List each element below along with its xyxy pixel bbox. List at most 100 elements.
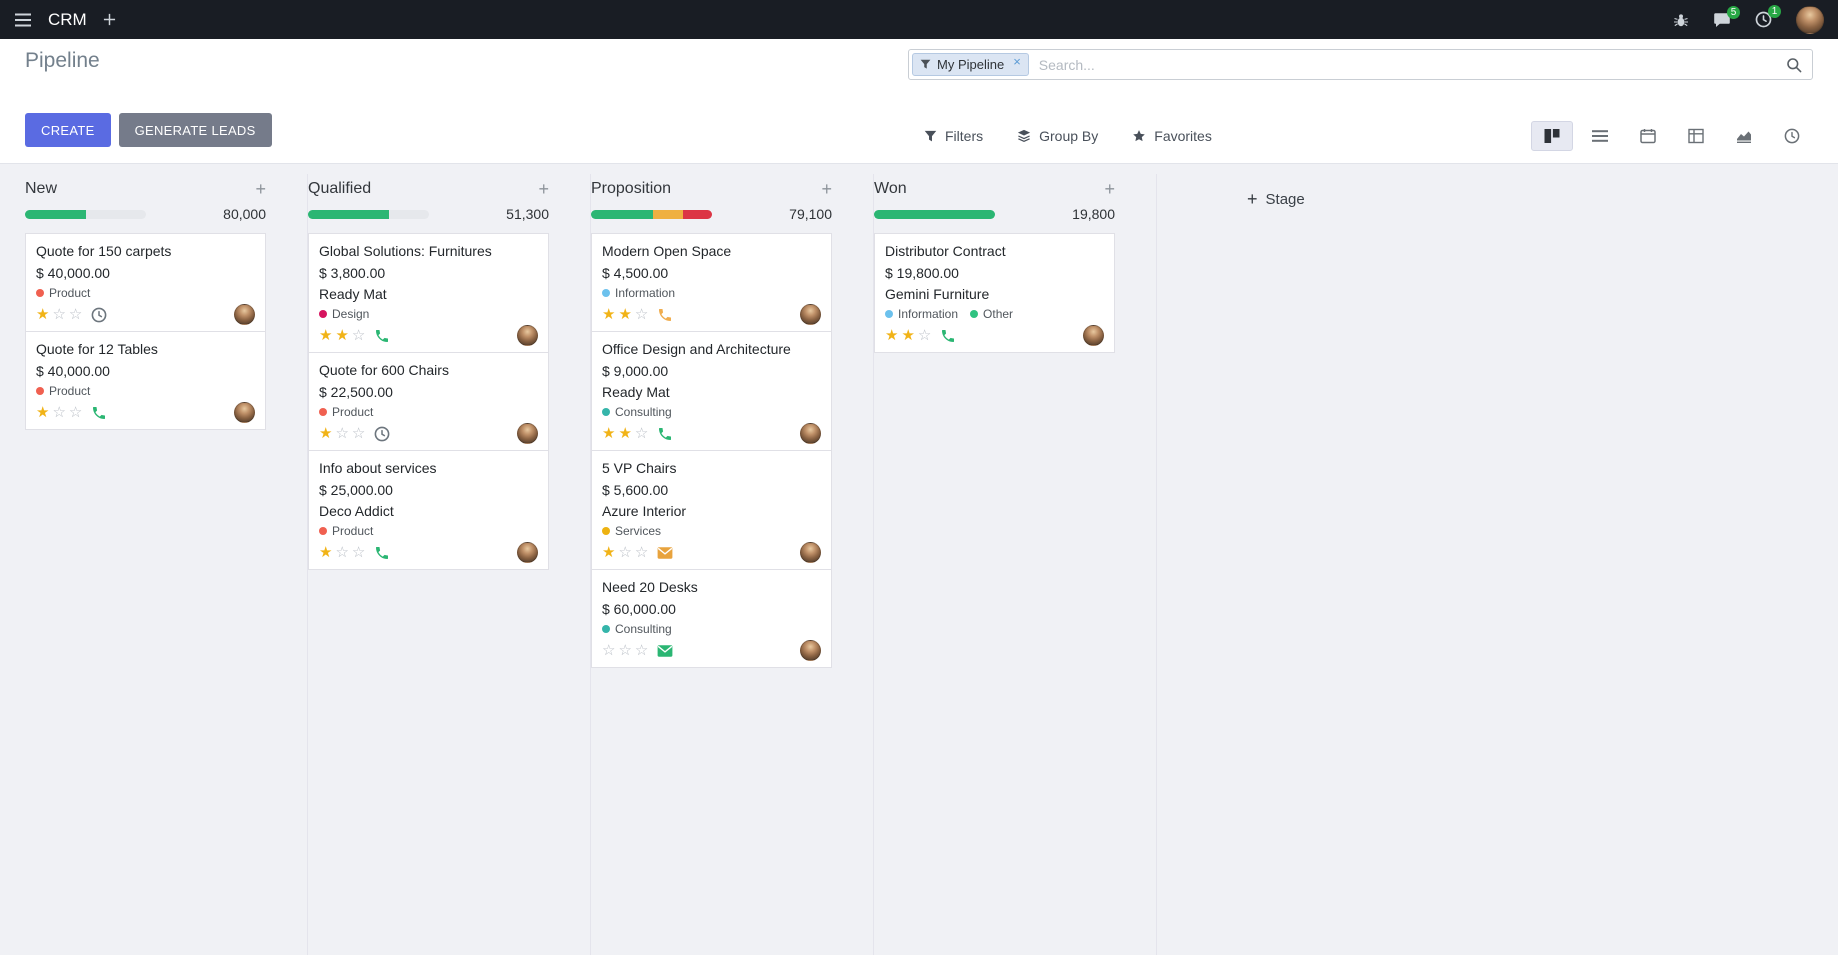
view-switcher bbox=[1531, 121, 1813, 151]
star-icon[interactable]: ★ bbox=[602, 425, 616, 442]
kanban-card[interactable]: Distributor Contract $ 19,800.00 Gemini … bbox=[874, 233, 1115, 353]
favorites-button[interactable]: Favorites bbox=[1132, 128, 1212, 144]
app-name[interactable]: CRM bbox=[48, 9, 87, 29]
search-facet[interactable]: My Pipeline bbox=[912, 53, 1029, 76]
priority-stars[interactable]: ★ ★ ☆ bbox=[602, 426, 648, 441]
star-icon[interactable]: ☆ bbox=[68, 306, 83, 323]
star-icon[interactable]: ☆ bbox=[351, 327, 366, 344]
star-icon[interactable]: ☆ bbox=[335, 425, 349, 442]
star-icon[interactable]: ★ bbox=[36, 306, 50, 323]
star-icon[interactable]: ★ bbox=[901, 327, 915, 344]
column-progressbar[interactable] bbox=[591, 209, 712, 219]
envelope-icon[interactable] bbox=[657, 643, 673, 659]
star-icon[interactable]: ★ bbox=[319, 544, 333, 561]
star-icon[interactable]: ★ bbox=[618, 306, 632, 323]
pivot-view-button[interactable] bbox=[1675, 121, 1717, 151]
clock-icon[interactable] bbox=[374, 426, 390, 442]
star-icon[interactable]: ☆ bbox=[68, 404, 83, 421]
kanban-card[interactable]: Need 20 Desks $ 60,000.00 Consulting ☆ ☆ ☆ bbox=[591, 569, 832, 668]
star-icon[interactable]: ☆ bbox=[634, 642, 649, 659]
salesperson-avatar bbox=[800, 423, 821, 444]
kanban-view-button[interactable] bbox=[1531, 121, 1573, 151]
search-input[interactable] bbox=[1028, 56, 1786, 73]
star-icon[interactable]: ☆ bbox=[52, 306, 66, 323]
activities-icon[interactable]: 1 bbox=[1755, 5, 1781, 28]
graph-view-button[interactable] bbox=[1723, 121, 1765, 151]
priority-stars[interactable]: ★ ☆ ☆ bbox=[36, 307, 82, 322]
kanban-card[interactable]: Office Design and Architecture $ 9,000.0… bbox=[591, 331, 832, 451]
search-icon[interactable] bbox=[1786, 57, 1802, 73]
bug-icon[interactable] bbox=[1673, 12, 1689, 28]
create-button[interactable]: CREATE bbox=[25, 113, 111, 147]
activity-view-button[interactable] bbox=[1771, 121, 1813, 151]
user-avatar[interactable] bbox=[1796, 5, 1824, 34]
group-by-button[interactable]: Group By bbox=[1017, 128, 1098, 144]
column-progressbar[interactable] bbox=[874, 209, 995, 219]
quick-create-icon[interactable] bbox=[538, 180, 549, 198]
priority-stars[interactable]: ★ ☆ ☆ bbox=[319, 426, 365, 441]
column-progressbar[interactable] bbox=[25, 209, 146, 219]
quick-create-icon[interactable] bbox=[255, 180, 266, 198]
column-progressbar[interactable] bbox=[308, 209, 429, 219]
facet-remove-icon[interactable] bbox=[1013, 54, 1021, 69]
priority-stars[interactable]: ★ ☆ ☆ bbox=[36, 405, 82, 420]
phone-icon[interactable] bbox=[940, 328, 956, 344]
search-bar[interactable]: My Pipeline bbox=[908, 49, 1813, 80]
messages-icon[interactable]: 5 bbox=[1713, 5, 1740, 28]
priority-stars[interactable]: ☆ ☆ ☆ bbox=[602, 643, 648, 658]
tag-label: Other bbox=[983, 307, 1014, 321]
generate-leads-button[interactable]: GENERATE LEADS bbox=[118, 113, 272, 147]
star-icon[interactable]: ☆ bbox=[52, 404, 66, 421]
kanban-card[interactable]: Quote for 12 Tables $ 40,000.00 Product … bbox=[25, 331, 266, 430]
tag: Information bbox=[885, 307, 958, 321]
star-icon[interactable]: ★ bbox=[885, 327, 899, 344]
kanban-card[interactable]: Quote for 600 Chairs $ 22,500.00 Product… bbox=[308, 352, 549, 451]
list-view-button[interactable] bbox=[1579, 121, 1621, 151]
menu-icon[interactable] bbox=[14, 13, 32, 27]
tag-label: Services bbox=[615, 524, 662, 538]
star-icon[interactable]: ☆ bbox=[351, 425, 366, 442]
star-icon[interactable]: ☆ bbox=[602, 642, 616, 659]
tag-dot bbox=[602, 408, 610, 416]
plus-icon[interactable] bbox=[103, 13, 116, 26]
phone-icon[interactable] bbox=[374, 328, 390, 344]
star-icon[interactable]: ☆ bbox=[618, 544, 632, 561]
priority-stars[interactable]: ★ ★ ☆ bbox=[602, 307, 648, 322]
priority-stars[interactable]: ★ ★ ☆ bbox=[319, 328, 365, 343]
priority-stars[interactable]: ★ ★ ☆ bbox=[885, 328, 931, 343]
phone-icon[interactable] bbox=[91, 405, 107, 421]
card-partner: Ready Mat bbox=[319, 286, 387, 302]
star-icon[interactable]: ★ bbox=[618, 425, 632, 442]
priority-stars[interactable]: ★ ☆ ☆ bbox=[602, 545, 648, 560]
star-icon[interactable]: ★ bbox=[602, 544, 616, 561]
quick-create-icon[interactable] bbox=[1104, 180, 1115, 198]
clock-icon[interactable] bbox=[91, 307, 107, 323]
filters-button[interactable]: Filters bbox=[924, 128, 983, 144]
star-icon[interactable]: ☆ bbox=[351, 544, 366, 561]
kanban-card[interactable]: Quote for 150 carpets $ 40,000.00 Produc… bbox=[25, 233, 266, 332]
kanban-card[interactable]: Global Solutions: Furnitures $ 3,800.00 … bbox=[308, 233, 549, 353]
star-icon[interactable]: ☆ bbox=[634, 544, 649, 561]
phone-icon[interactable] bbox=[657, 426, 673, 442]
star-icon[interactable]: ☆ bbox=[917, 327, 932, 344]
star-icon[interactable]: ★ bbox=[319, 327, 333, 344]
calendar-view-button[interactable] bbox=[1627, 121, 1669, 151]
phone-icon[interactable] bbox=[374, 545, 390, 561]
star-icon[interactable]: ☆ bbox=[634, 306, 649, 323]
kanban-card[interactable]: Modern Open Space $ 4,500.00 Information… bbox=[591, 233, 832, 332]
kanban-card[interactable]: 5 VP Chairs $ 5,600.00 Azure Interior Se… bbox=[591, 450, 832, 570]
envelope-icon[interactable] bbox=[657, 545, 673, 561]
phone-icon[interactable] bbox=[657, 307, 673, 323]
kanban-card[interactable]: Info about services $ 25,000.00 Deco Add… bbox=[308, 450, 549, 570]
tag: Other bbox=[970, 307, 1013, 321]
star-icon[interactable]: ★ bbox=[335, 327, 349, 344]
star-icon[interactable]: ★ bbox=[36, 404, 50, 421]
star-icon[interactable]: ★ bbox=[319, 425, 333, 442]
priority-stars[interactable]: ★ ☆ ☆ bbox=[319, 545, 365, 560]
star-icon[interactable]: ★ bbox=[602, 306, 616, 323]
add-stage-button[interactable]: Stage bbox=[1247, 184, 1305, 214]
star-icon[interactable]: ☆ bbox=[634, 425, 649, 442]
star-icon[interactable]: ☆ bbox=[618, 642, 632, 659]
quick-create-icon[interactable] bbox=[821, 180, 832, 198]
star-icon[interactable]: ☆ bbox=[335, 544, 349, 561]
